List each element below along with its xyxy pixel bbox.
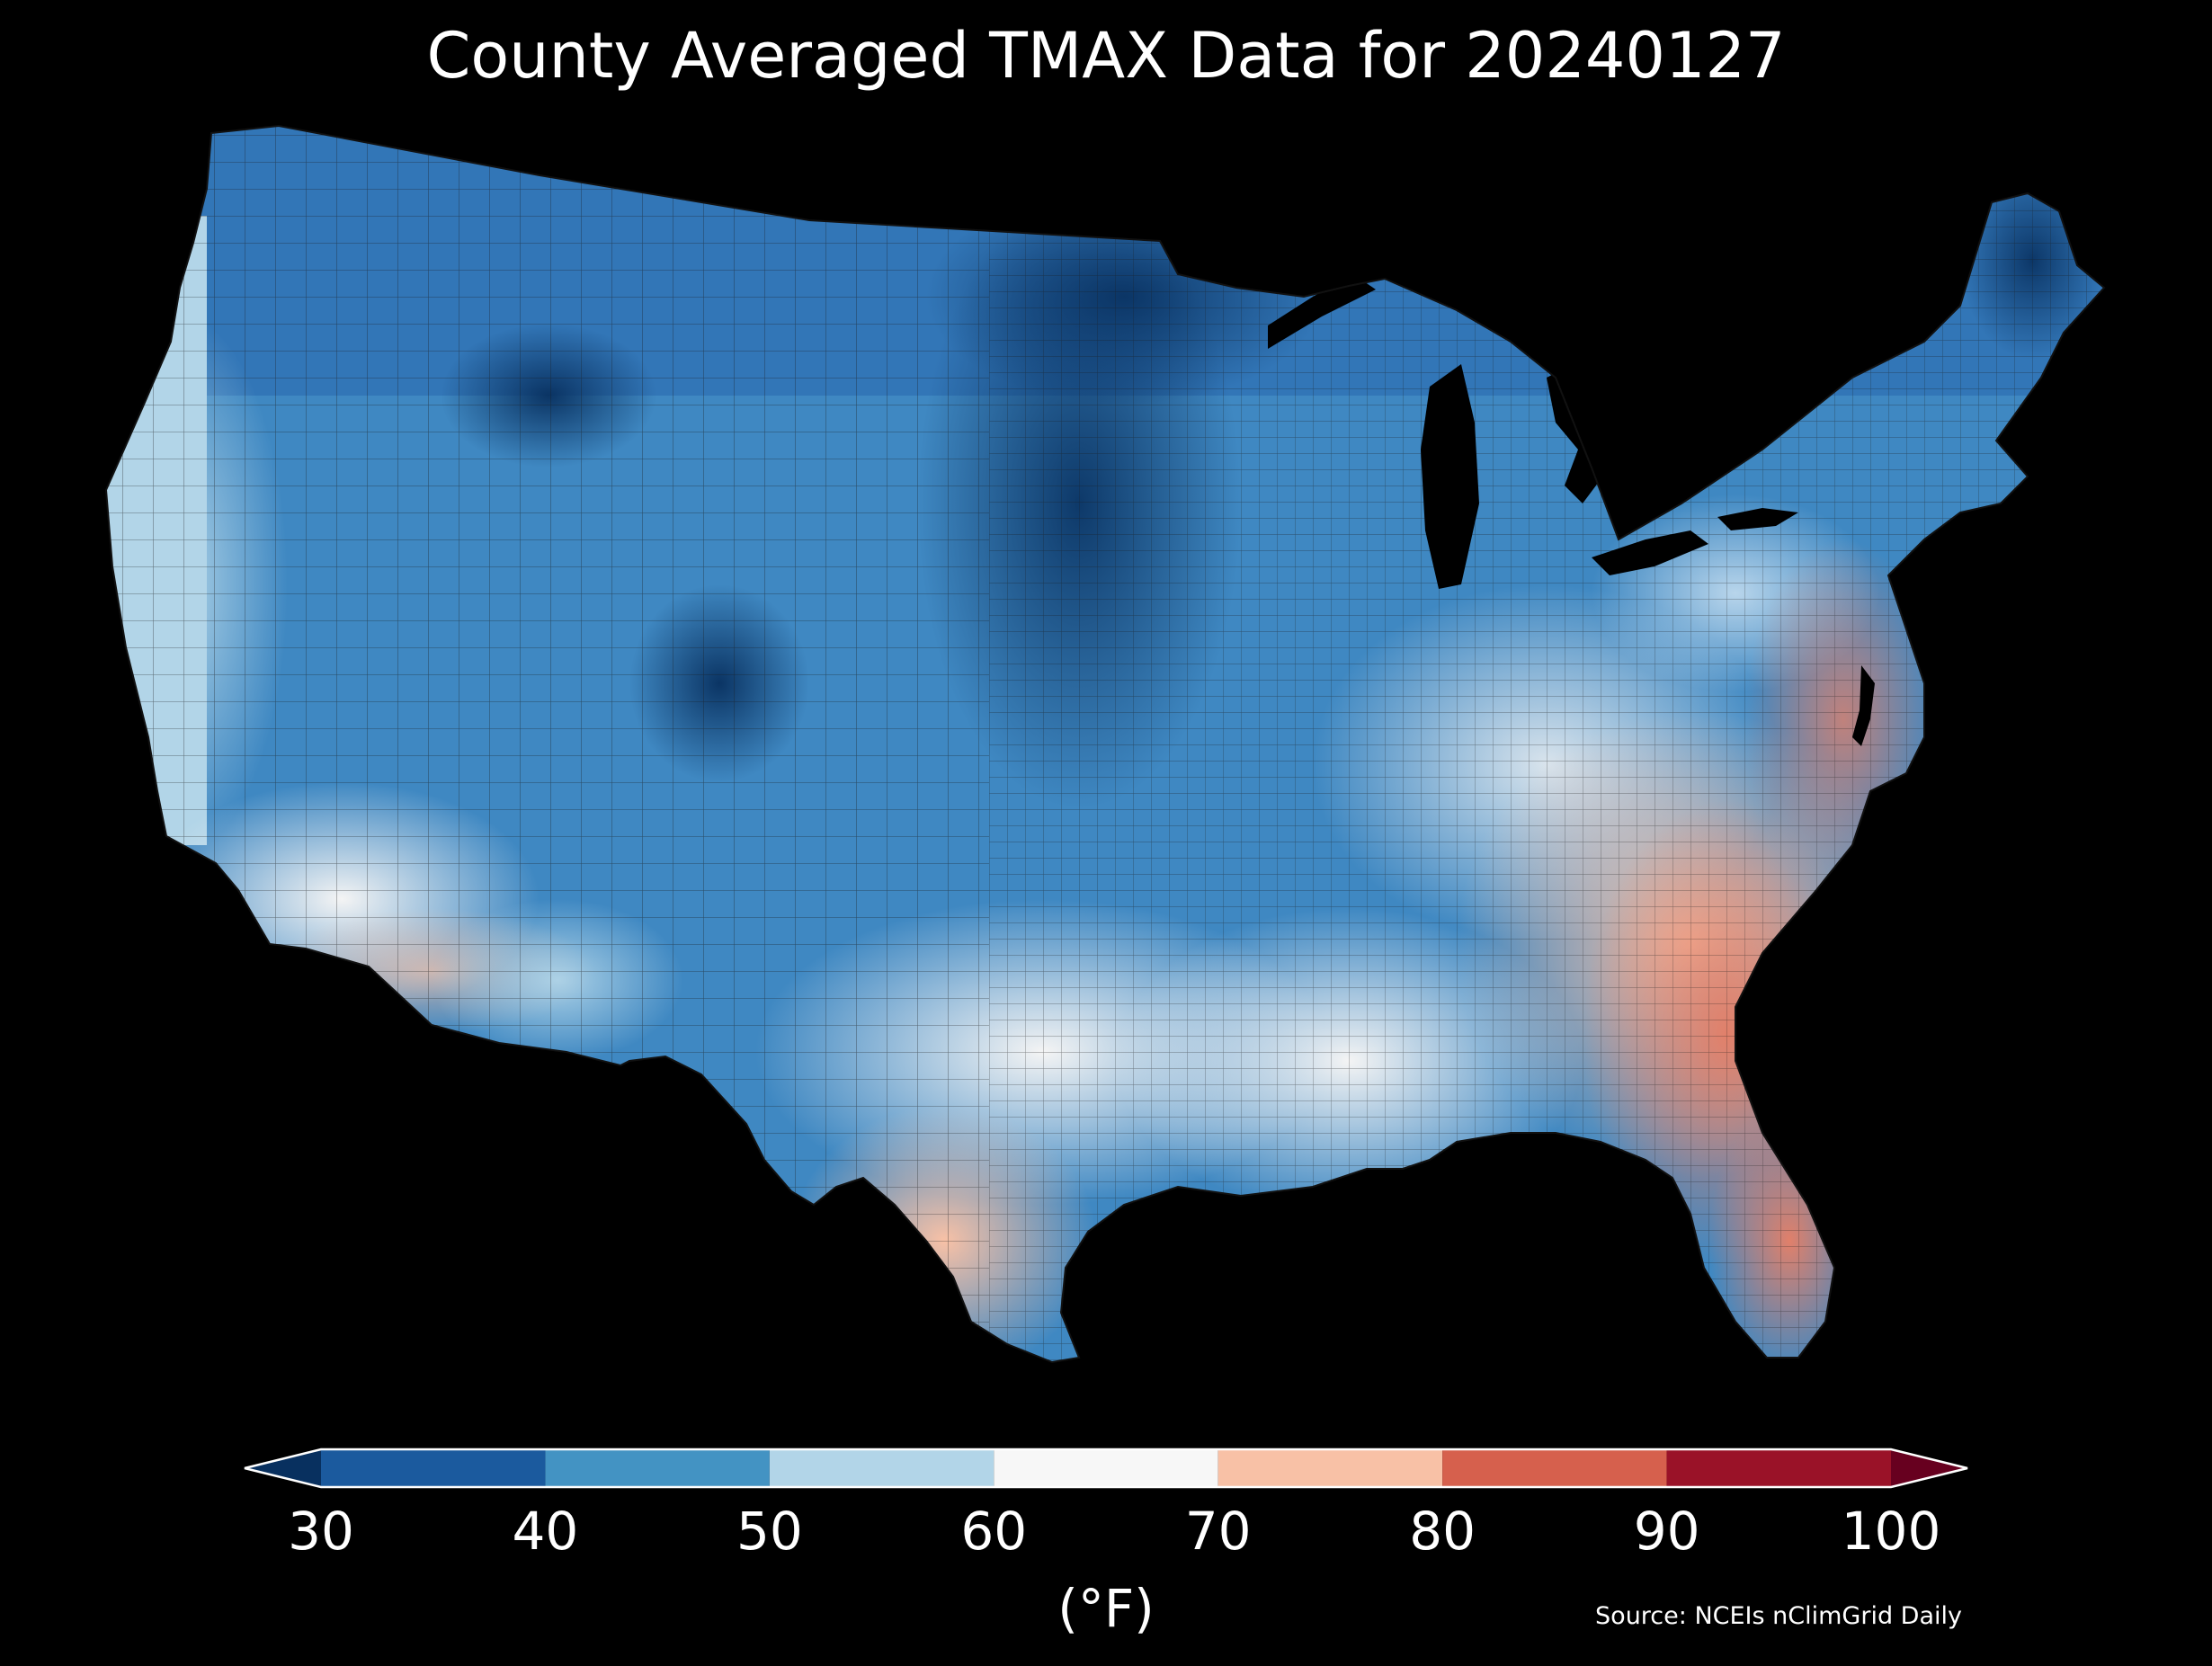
chesapeake-bay bbox=[1852, 665, 1875, 746]
colorbar-tick-label: 70 bbox=[1184, 1501, 1252, 1562]
map-title: County Averaged TMAX Data for 20240127 bbox=[426, 19, 1786, 93]
colorbar-tick-label: 90 bbox=[1633, 1501, 1700, 1562]
colorbar-tick-label: 30 bbox=[288, 1501, 354, 1562]
colorbar-tick-label: 100 bbox=[1841, 1501, 1941, 1562]
colorbar-unit-label: (°F) bbox=[1057, 1578, 1155, 1639]
colorbar-tick-label: 50 bbox=[736, 1501, 803, 1562]
great-lakes bbox=[1268, 274, 1798, 589]
colorbar-tick-label: 40 bbox=[512, 1501, 579, 1562]
source-credit: Source: NCEIs nClimGrid Daily bbox=[1595, 1602, 1962, 1630]
colorbar-tick-label: 60 bbox=[960, 1501, 1028, 1562]
colorbar-tick-label: 80 bbox=[1409, 1501, 1476, 1562]
